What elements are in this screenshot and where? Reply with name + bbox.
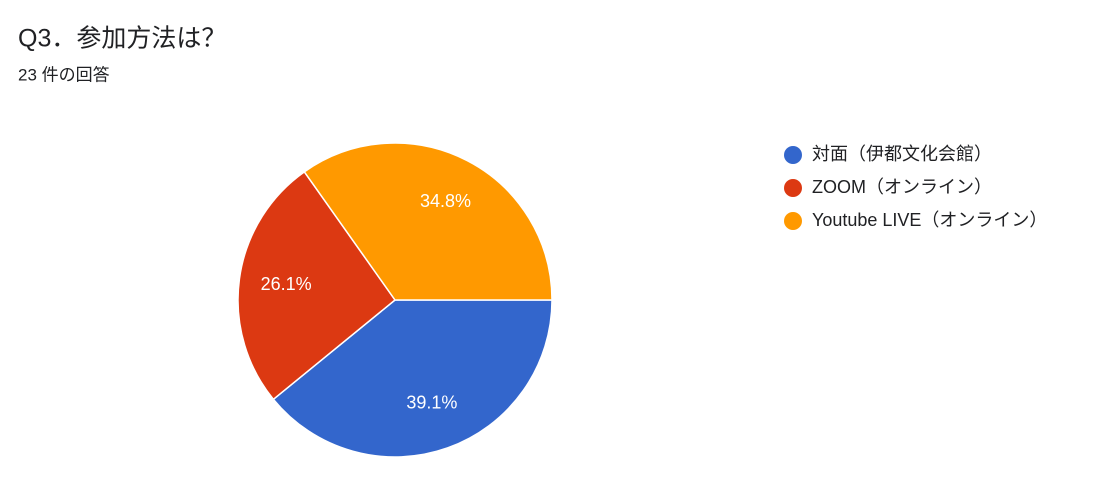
data-label: 26.1%	[261, 274, 312, 294]
chart-title: Q3．参加方法は？	[18, 25, 226, 53]
legend-label: ZOOM（オンライン）	[812, 177, 992, 197]
legend-marker	[784, 146, 802, 164]
legend-marker	[784, 179, 802, 197]
data-label: 39.1%	[406, 392, 457, 412]
legend-marker	[784, 212, 802, 230]
legend-label: Youtube LIVE（オンライン）	[812, 210, 1047, 230]
pie-slice	[272, 299, 553, 458]
data-label: 34.8%	[420, 191, 471, 211]
legend-label: 対面（伊都文化会館）	[812, 144, 992, 164]
pie-slice	[237, 170, 397, 401]
chart-subtitle: 23 件の回答	[18, 65, 110, 84]
pie-slice	[303, 142, 553, 301]
